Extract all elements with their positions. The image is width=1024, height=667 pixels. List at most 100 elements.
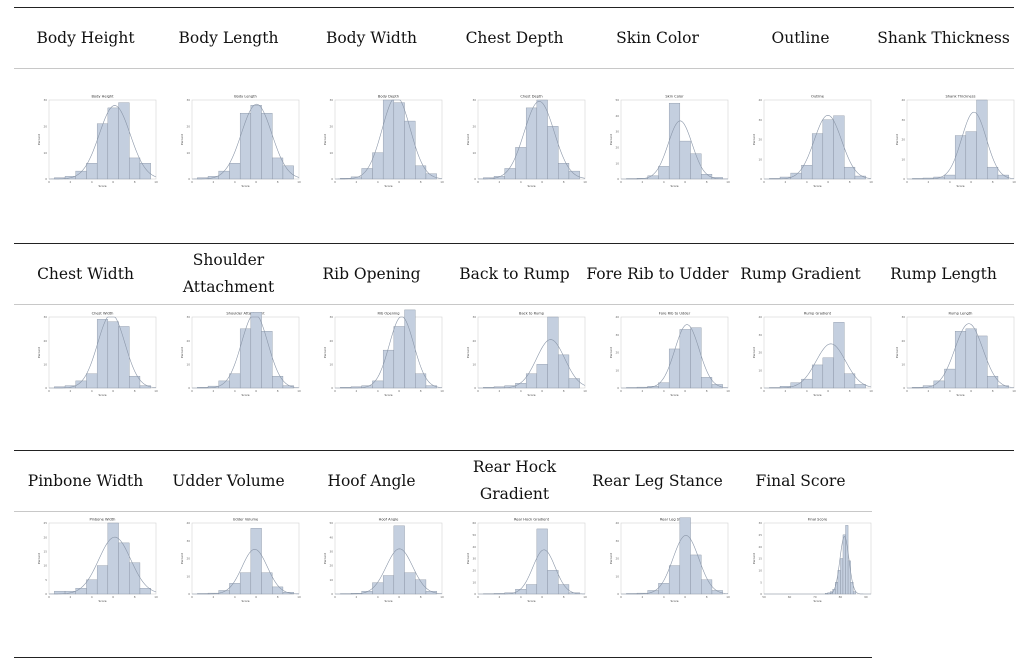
x-tick-label: 8 (134, 595, 136, 599)
histogram-bar (668, 565, 681, 595)
trait-header: Body Width (325, 28, 418, 47)
x-tick-label: 2 (499, 180, 501, 184)
x-tick-label: 10 (869, 180, 873, 184)
x-tick-label: 0 (334, 180, 336, 184)
histogram-bar (250, 312, 262, 389)
x-axis-label: Score (670, 393, 678, 397)
x-tick-label: 2 (642, 595, 644, 599)
y-tick-label: 20 (758, 545, 762, 549)
y-tick-label: 10 (43, 151, 47, 155)
y-tick-label: 10 (43, 564, 47, 568)
y-tick-label: 40 (758, 98, 762, 102)
x-tick-label: 2 (213, 389, 215, 393)
x-tick-label: 6 (255, 389, 257, 393)
x-tick-label: 2 (785, 180, 787, 184)
x-tick-label: 4 (663, 389, 665, 393)
trait-header: Fore Rib to Udder (586, 264, 729, 283)
x-tick-label: 8 (992, 389, 994, 393)
x-tick-label: 4 (520, 595, 522, 599)
x-tick-label: 2 (356, 595, 358, 599)
x-axis-label: Score (98, 184, 106, 188)
x-tick-label: 0 (334, 389, 336, 393)
histogram-bar (129, 157, 141, 180)
y-axis-label: Percent (752, 133, 756, 145)
x-tick-label: 4 (234, 180, 236, 184)
histogram-bar (75, 588, 87, 595)
y-tick-label: 20 (186, 124, 190, 128)
histogram-bar (568, 378, 580, 389)
plot-title: Pinbone Width (90, 518, 116, 522)
plot-title: Rear Leg Stance (660, 518, 690, 522)
x-tick-label: 10 (154, 180, 158, 184)
plot-title: Chest Width (92, 312, 114, 316)
y-tick-label: 20 (186, 339, 190, 343)
y-tick-label: 0 (760, 386, 762, 390)
histogram-bar (129, 375, 141, 389)
x-tick-label: 6 (827, 389, 829, 393)
x-tick-label: 0 (191, 595, 193, 599)
x-tick-label: 6 (112, 180, 114, 184)
x-tick-label: 0 (48, 595, 50, 599)
x-tick-label: 4 (663, 595, 665, 599)
y-axis-label: Percent (752, 346, 756, 358)
normal-curve (192, 103, 300, 180)
y-tick-label: 20 (615, 351, 619, 355)
histogram-bar (393, 326, 405, 389)
y-tick-label: 40 (329, 535, 333, 539)
x-axis-label: Score (98, 393, 106, 397)
histogram-bar (536, 99, 548, 180)
histogram-bar (536, 364, 548, 389)
histogram-bar (711, 384, 723, 389)
x-tick-label: 10 (726, 180, 730, 184)
histogram-bar (515, 383, 527, 389)
histogram-bar (118, 102, 130, 180)
histogram-bar (790, 172, 802, 180)
y-tick-label: 0 (617, 592, 619, 596)
x-tick-label: 6 (255, 595, 257, 599)
y-tick-label: 0 (45, 592, 47, 596)
histogram-bar (107, 522, 119, 595)
plot-title: Hoof Angle (379, 518, 400, 522)
y-tick-label: 30 (901, 118, 905, 122)
plot-title: Skin Color (665, 95, 684, 99)
y-tick-label: 10 (329, 151, 333, 155)
x-tick-label: 0 (334, 595, 336, 599)
histogram-bar (850, 581, 854, 595)
y-tick-label: 0 (903, 177, 905, 181)
histogram-bar (229, 163, 241, 180)
histogram-bar (261, 112, 273, 180)
y-tick-label: 0 (188, 592, 190, 596)
histogram-bar (679, 517, 691, 595)
y-tick-label: 0 (188, 177, 190, 181)
histogram-bar (568, 170, 580, 180)
y-tick-label: 10 (186, 151, 190, 155)
y-tick-label: 20 (43, 535, 47, 539)
x-tick-label: 0 (477, 389, 479, 393)
y-tick-label: 30 (186, 539, 190, 543)
x-tick-label: 2 (928, 180, 930, 184)
y-tick-label: 0 (760, 592, 762, 596)
histogram-bar (854, 175, 866, 180)
x-tick-label: 2 (642, 180, 644, 184)
y-tick-label: 20 (43, 124, 47, 128)
y-tick-label: 10 (758, 568, 762, 572)
plot-title: Body Depth (378, 95, 399, 99)
normal-curve (335, 99, 443, 180)
row-3-header-rule (14, 511, 872, 512)
x-tick-label: 4 (91, 595, 93, 599)
x-tick-label: 8 (420, 389, 422, 393)
y-tick-label: 10 (472, 580, 476, 584)
y-tick-label: 10 (43, 362, 47, 366)
plot-title: Rump Gradient (804, 312, 832, 316)
x-tick-label: 2 (928, 389, 930, 393)
x-axis-label: Score (384, 393, 392, 397)
trait-header: Shank Thickness (877, 28, 1010, 47)
x-axis-label: Score (813, 599, 821, 603)
histogram-bar (711, 177, 723, 180)
histogram-bar (954, 331, 967, 389)
x-axis-label: Score (956, 393, 964, 397)
normal-curve (764, 114, 872, 180)
x-tick-label: 8 (420, 180, 422, 184)
